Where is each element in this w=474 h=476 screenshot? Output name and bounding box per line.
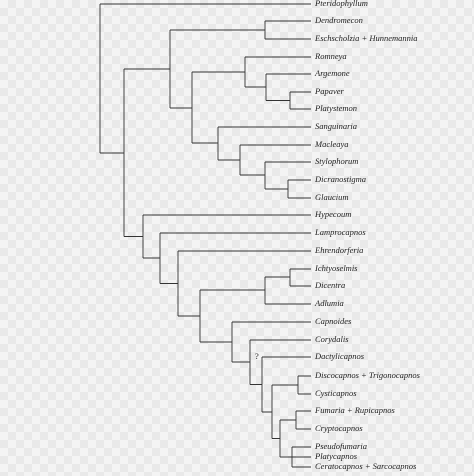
taxon-label: Ehrendorferia — [314, 245, 363, 255]
taxon-label: Adlumia — [314, 298, 344, 308]
taxon-label: Eschscholzia + Hunnemannia — [314, 33, 418, 43]
taxon-label: Capnoides — [315, 316, 352, 326]
taxon-label: Discocapnos + Trigonocapnos — [314, 370, 421, 380]
taxon-label: Cysticapnos — [315, 388, 357, 398]
taxon-label: Dicranostigma — [314, 174, 366, 184]
taxon-label: Ceratocapnos + Sarcocapnos — [315, 461, 417, 471]
taxon-label: Platycapnos — [314, 451, 358, 461]
taxon-label: Dendromecon — [314, 15, 363, 25]
taxon-label: Corydalis — [315, 334, 349, 344]
taxon-label: Stylophorum — [315, 156, 358, 166]
taxon-label: Cryptocapnos — [315, 423, 363, 433]
taxon-label: Platystemon — [314, 103, 357, 113]
taxon-label: Hypecoum — [314, 209, 351, 219]
taxon-label: Romneya — [314, 51, 347, 61]
taxon-label: Dicentra — [314, 280, 345, 290]
taxon-label: Fumaria + Rupicapnos — [314, 405, 396, 415]
taxon-label: Ichtyoselmis — [314, 263, 358, 273]
taxon-label: Pseudofumaria — [314, 441, 367, 451]
taxon-label: Dactylicapnos — [314, 351, 365, 361]
taxon-label: Sanguinaria — [315, 121, 357, 131]
taxon-label: Glaucium — [315, 192, 349, 202]
taxon-label: Argemone — [314, 68, 350, 78]
tree-branches — [99, 3, 311, 468]
taxon-label: Papaver — [314, 86, 344, 96]
taxon-label: Pteridophyllum — [314, 0, 368, 8]
taxon-label: Macleaya — [314, 139, 349, 149]
taxon-label: Lamprocapnos — [314, 227, 366, 237]
uncertain-mark: ? — [255, 351, 259, 361]
